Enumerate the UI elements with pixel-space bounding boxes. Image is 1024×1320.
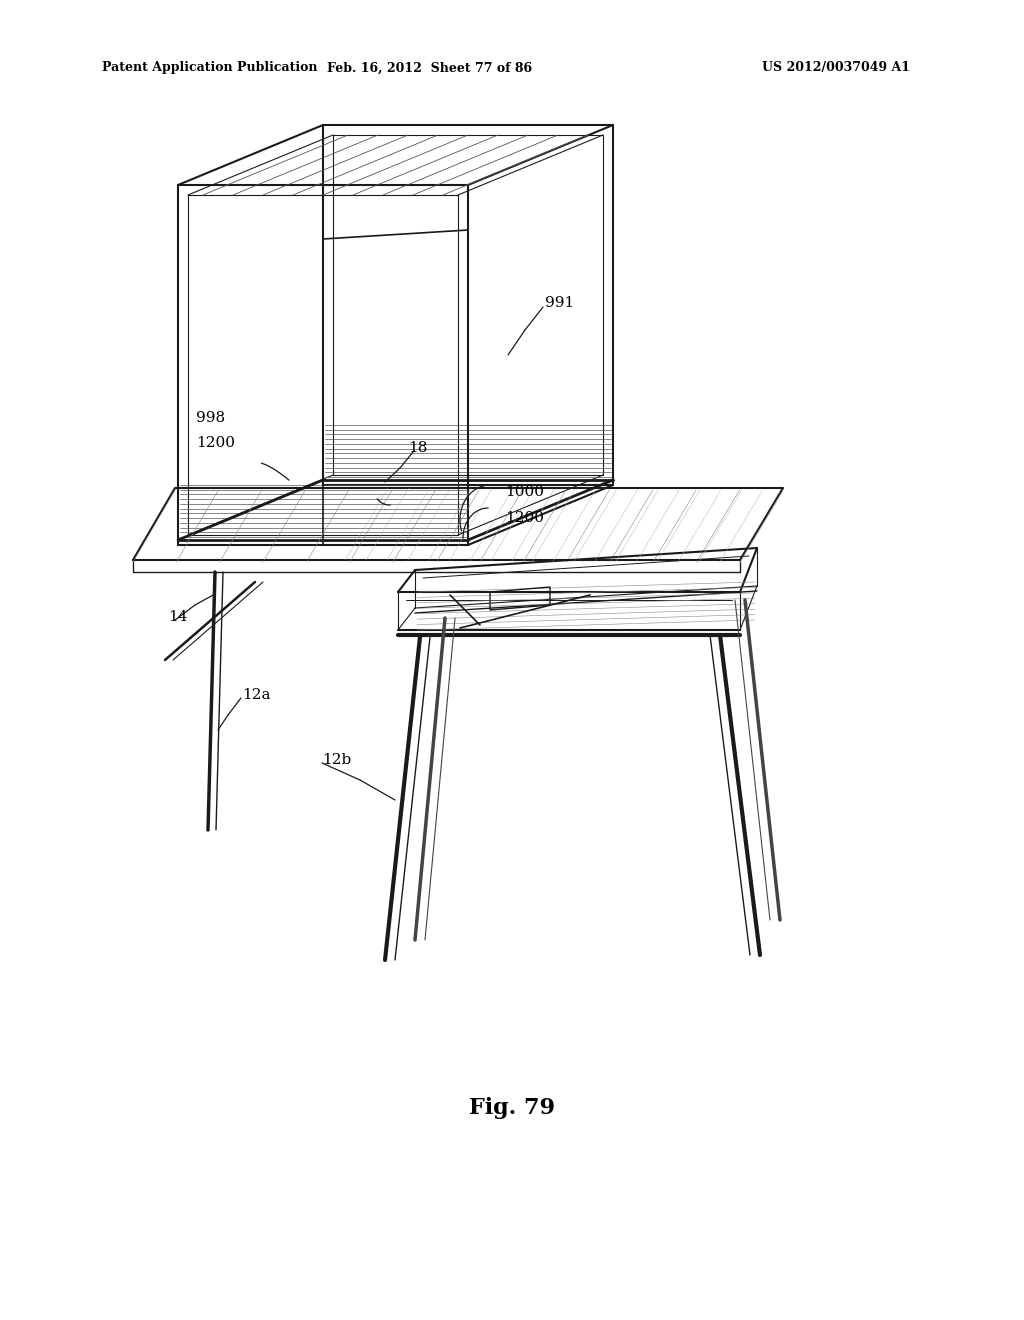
Text: US 2012/0037049 A1: US 2012/0037049 A1: [762, 62, 910, 74]
Text: 12a: 12a: [242, 688, 270, 702]
Text: 991: 991: [545, 296, 574, 310]
Text: 14: 14: [168, 610, 187, 624]
Text: 1200: 1200: [505, 511, 544, 525]
Text: 18: 18: [408, 441, 427, 455]
Text: Patent Application Publication: Patent Application Publication: [102, 62, 317, 74]
Text: 1200: 1200: [196, 436, 234, 450]
Text: 998: 998: [196, 411, 225, 425]
Text: 1000: 1000: [505, 484, 544, 499]
Text: Feb. 16, 2012  Sheet 77 of 86: Feb. 16, 2012 Sheet 77 of 86: [328, 62, 532, 74]
Text: 12b: 12b: [322, 752, 351, 767]
Text: Fig. 79: Fig. 79: [469, 1097, 555, 1119]
